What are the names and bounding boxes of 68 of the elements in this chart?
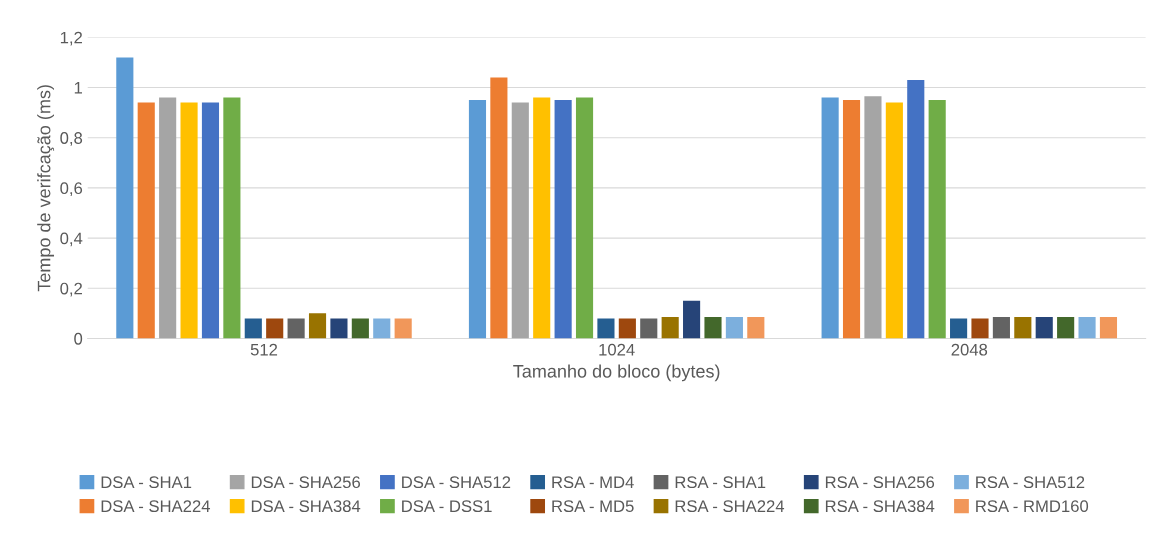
legend-label: RSA - MD4	[552, 476, 634, 489]
bar	[1078, 317, 1096, 339]
bar	[575, 97, 594, 339]
y-tick-label: 1	[74, 82, 82, 94]
y-tick-label: 0,8	[60, 132, 83, 146]
legend-label: RSA - RMD160	[976, 500, 1089, 513]
bar	[180, 102, 198, 339]
bar	[864, 96, 882, 339]
legend-label: DSA - SHA512	[402, 476, 511, 489]
legend-label: RSA - SHA384	[825, 500, 935, 513]
bar	[950, 318, 968, 339]
bar	[640, 318, 658, 339]
legend-label: DSA - SHA256	[251, 476, 361, 489]
bar	[554, 100, 572, 339]
y-tick-label: 0	[74, 332, 83, 345]
y-tick-label: 0,2	[60, 282, 82, 297]
bar	[351, 318, 369, 339]
bar	[618, 318, 636, 339]
bar	[704, 317, 722, 339]
x-tick-label: 2048	[951, 343, 988, 356]
bar	[308, 313, 327, 339]
bar	[885, 102, 903, 339]
bar	[468, 100, 487, 339]
bar	[533, 97, 551, 339]
x-tick-label: 512	[250, 343, 278, 356]
bar	[511, 102, 529, 339]
y-tick-label: 0,4	[60, 232, 83, 247]
bar	[266, 318, 284, 339]
legend-label: DSA - SHA1	[101, 476, 192, 489]
bar	[1057, 317, 1075, 339]
bar	[1099, 317, 1118, 339]
bar	[159, 97, 177, 339]
legend-label: DSA - SHA384	[251, 500, 361, 513]
bar	[394, 318, 412, 339]
legend-label: RSA - SHA1	[675, 476, 766, 489]
bar	[821, 97, 839, 339]
legend-label: DSA - DSS1	[402, 500, 492, 513]
x-tick-label: 1024	[599, 343, 635, 356]
bar	[244, 318, 262, 339]
x-axis-title: Tamanho do bloco (bytes)	[513, 364, 720, 382]
legend-label: RSA - SHA256	[825, 476, 935, 489]
legend-label: RSA - MD5	[552, 500, 634, 513]
bar	[842, 100, 861, 339]
bar	[1014, 317, 1032, 339]
bar	[373, 318, 391, 339]
bar	[490, 77, 508, 339]
bar	[597, 318, 615, 339]
bar	[223, 97, 241, 339]
bar	[725, 317, 743, 339]
bar	[971, 318, 989, 339]
bar	[747, 317, 765, 339]
bar	[907, 79, 925, 339]
bar	[137, 102, 155, 339]
bar	[116, 57, 134, 339]
bar	[928, 100, 946, 339]
y-tick-label: 0,6	[60, 182, 83, 197]
legend-label: RSA - SHA224	[675, 500, 785, 513]
bar	[287, 318, 305, 339]
y-tick-label: 1,2	[60, 31, 82, 46]
bar	[1035, 317, 1053, 339]
legend-label: DSA - SHA224	[101, 500, 211, 513]
bar	[683, 300, 701, 339]
legend-label: RSA - SHA512	[976, 476, 1085, 489]
bar	[661, 317, 679, 339]
bar	[330, 318, 348, 339]
bar	[992, 317, 1010, 339]
bar	[201, 102, 220, 339]
y-axis-title: Tempo de verifcação (ms)	[37, 85, 55, 292]
